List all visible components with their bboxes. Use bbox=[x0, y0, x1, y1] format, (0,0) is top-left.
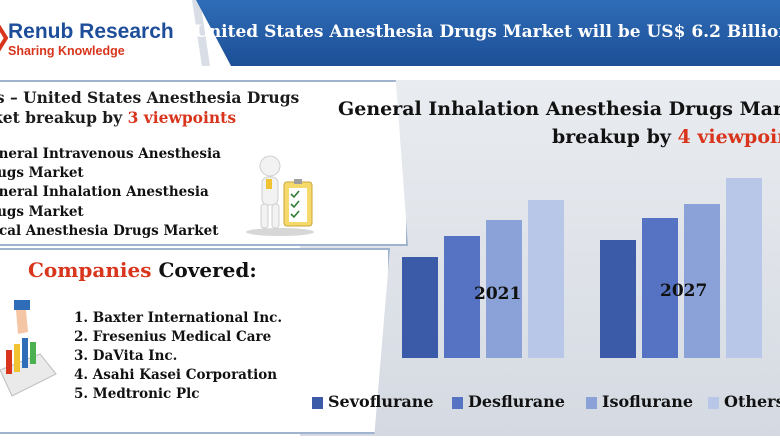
brand-name: Renub Research bbox=[8, 20, 174, 43]
brand-area bbox=[0, 0, 195, 66]
company-item: 5. Medtronic Plc bbox=[74, 386, 200, 402]
category-label-2027: 2027 bbox=[660, 281, 708, 301]
company-item: 2. Fresenius Medical Care bbox=[74, 329, 272, 345]
header-banner: Renub Research Sharing Knowledge United … bbox=[0, 0, 780, 66]
segment-item: rugs Market bbox=[0, 204, 84, 220]
legend-label: Sevoflurane bbox=[328, 392, 434, 411]
company-item: 1. Baxter International Inc. bbox=[74, 310, 283, 326]
tablet-chart-icon bbox=[0, 300, 57, 397]
headline: United States Anesthesia Drugs Market wi… bbox=[194, 22, 780, 42]
legend-label: Isoflurane bbox=[602, 392, 694, 411]
companies-title-text: Covered: bbox=[151, 258, 257, 282]
segments-title: es – United States Anesthesia Drugs bbox=[0, 88, 300, 107]
legend-label: Desflurane bbox=[468, 392, 565, 411]
chart-title: General Inhalation Anesthesia Drugs Mark bbox=[338, 98, 780, 120]
chart-subtitle: breakup by 4 viewpoin bbox=[552, 126, 780, 148]
segments-subtitle-text: ket breakup by bbox=[0, 108, 128, 127]
segment-item: eneral Inhalation Anesthesia bbox=[0, 184, 209, 200]
legend-swatch bbox=[452, 397, 463, 409]
companies-title: Companies Covered: bbox=[28, 258, 257, 282]
segments-subtitle-accent: 3 viewpoints bbox=[127, 108, 237, 127]
companies-title-accent: Companies bbox=[28, 258, 152, 282]
headline-bar bbox=[196, 0, 780, 66]
segment-item: ocal Anesthesia Drugs Market bbox=[0, 223, 219, 239]
company-item: 3. DaVita Inc. bbox=[74, 348, 178, 364]
legend-label: Others bbox=[724, 392, 780, 411]
legend-swatch bbox=[586, 397, 597, 409]
brand-logo-icon bbox=[0, 24, 8, 52]
category-label-2021: 2021 bbox=[474, 284, 522, 304]
person-with-clipboard-icon bbox=[246, 155, 314, 236]
company-item: 4. Asahi Kasei Corporation bbox=[74, 367, 278, 383]
brand-tagline: Sharing Knowledge bbox=[8, 44, 125, 58]
legend-swatch bbox=[708, 397, 719, 409]
segments-subtitle: ket breakup by 3 viewpoints bbox=[0, 108, 236, 127]
segment-item: rugs Market bbox=[0, 165, 84, 181]
chart-subtitle-accent: 4 viewpoin bbox=[677, 126, 780, 148]
companies-panel bbox=[0, 248, 390, 434]
legend-swatch bbox=[312, 397, 323, 409]
chart-subtitle-text: breakup by bbox=[552, 126, 678, 148]
segments-panel bbox=[0, 80, 408, 246]
segment-item: eneral Intravenous Anesthesia bbox=[0, 146, 221, 162]
